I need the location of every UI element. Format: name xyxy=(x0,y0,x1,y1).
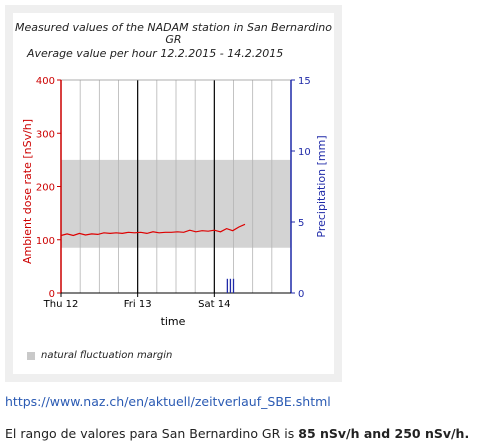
legend: natural fluctuation margin xyxy=(27,350,172,361)
chart-title-line-1: Measured values of the NADAM station in … xyxy=(14,21,332,34)
caption-prefix: El rango de valores para San Bernardino … xyxy=(5,426,299,441)
y-left-tick-label: 100 xyxy=(36,236,55,247)
caption-range-highlight: 85 nSv/h and 250 nSv/h. xyxy=(298,426,470,441)
y-left-tick-label: 200 xyxy=(36,183,55,194)
plot-area: 0 100 200 300 400 Ambient dose rate [nSv/h] 0 5… xyxy=(21,76,328,328)
x-axis-label: time xyxy=(161,315,186,328)
caption-text: El rango de valores para San Bernardino … xyxy=(5,426,469,441)
y-right-tick-label: 0 xyxy=(298,289,304,300)
source-link[interactable]: https://www.naz.ch/en/aktuell/zeitverlau… xyxy=(5,394,331,409)
y-left-tick-label: 300 xyxy=(36,129,55,140)
y-axis-left-label: Ambient dose rate [nSv/h] xyxy=(21,119,34,264)
chart-title-line-2: GR xyxy=(165,33,182,46)
x-tick-label: Thu 12 xyxy=(43,299,79,310)
dose-rate-line xyxy=(60,223,246,237)
chart-subtitle: Average value per hour 12.2.2015 - 14.2.… xyxy=(27,47,284,60)
y-axis-right-label: Precipitation [mm] xyxy=(315,135,328,237)
y-left-tick-label: 0 xyxy=(49,289,55,300)
y-right-tick-label: 15 xyxy=(298,76,311,87)
x-tick-label: Fri 13 xyxy=(124,299,152,310)
y-right-tick-label: 10 xyxy=(298,147,311,158)
chart-figure: Measured values of the NADAM station in … xyxy=(5,5,342,382)
chart-panel: Measured values of the NADAM station in … xyxy=(13,13,334,374)
y-left-tick-label: 400 xyxy=(36,76,55,87)
x-tick-label: Sat 14 xyxy=(198,299,230,310)
legend-swatch-fluctuation xyxy=(27,351,35,360)
y-right-tick-label: 5 xyxy=(298,218,304,229)
legend-label-fluctuation: natural fluctuation margin xyxy=(41,350,173,361)
